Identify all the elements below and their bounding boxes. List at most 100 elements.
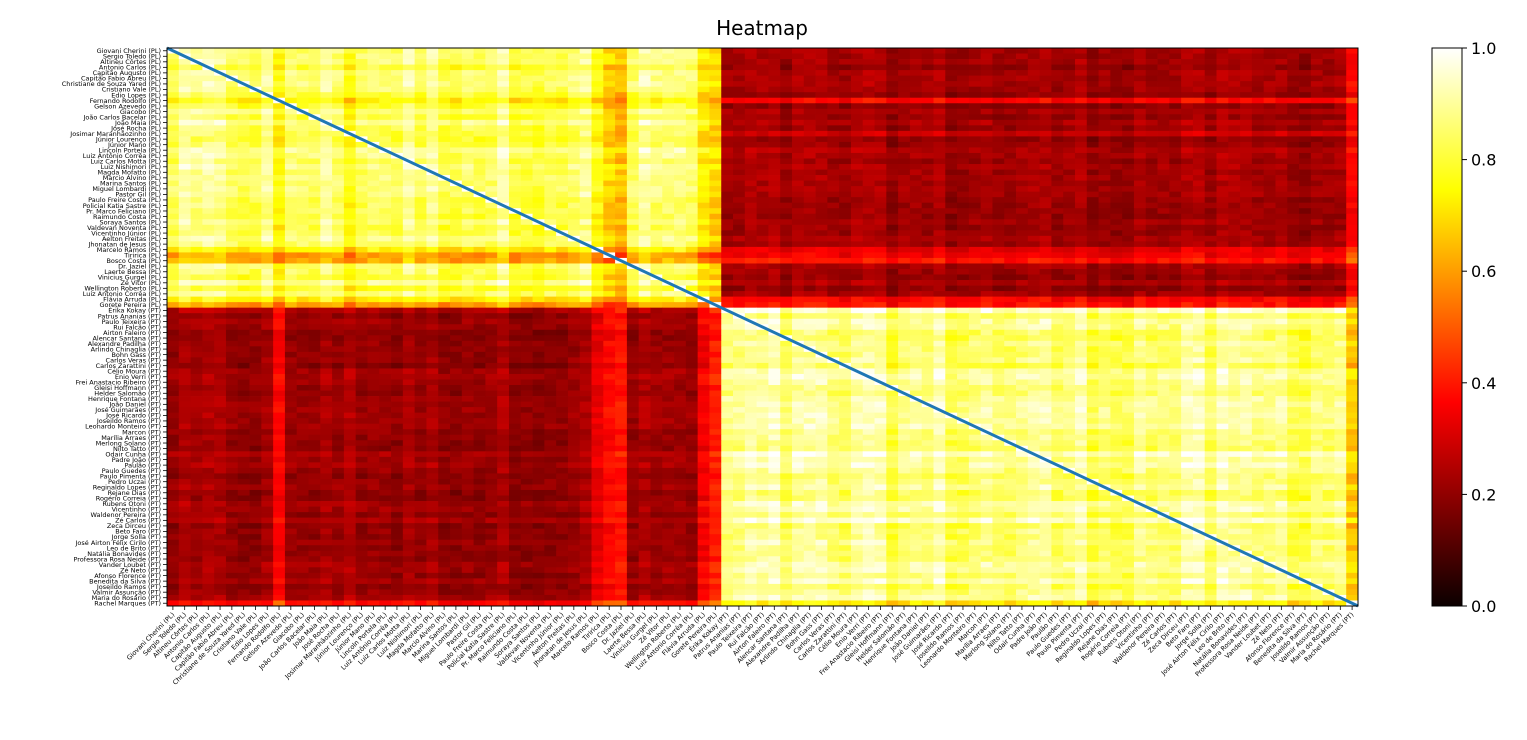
heatmap-cell: [980, 274, 993, 281]
heatmap-cell: [1181, 136, 1194, 143]
heatmap-cell: [685, 224, 699, 231]
heatmap-cell: [980, 186, 993, 193]
heatmap-cell: [1287, 147, 1300, 154]
heatmap-cell: [815, 130, 828, 137]
heatmap-cell: [933, 175, 946, 181]
heatmap-cell: [1299, 291, 1312, 298]
heatmap-cell: [355, 147, 368, 154]
heatmap-cell: [1322, 97, 1335, 104]
heatmap-cell: [850, 130, 864, 137]
heatmap-cell: [1086, 48, 1099, 54]
heatmap-cell: [1098, 246, 1111, 253]
heatmap-cell: [532, 64, 545, 71]
heatmap-cell: [1216, 197, 1229, 204]
heatmap-cell: [992, 202, 1005, 209]
heatmap-cell: [697, 274, 710, 281]
heatmap-cell: [968, 208, 982, 215]
heatmap-cell: [532, 274, 545, 281]
heatmap-cell: [202, 103, 215, 110]
heatmap-cell: [450, 219, 463, 226]
heatmap-cell: [874, 186, 887, 193]
heatmap-cell: [461, 92, 474, 99]
heatmap-cell: [485, 235, 498, 242]
heatmap-cell: [1204, 230, 1217, 237]
heatmap-cell: [1216, 280, 1229, 286]
heatmap-cell: [603, 219, 616, 226]
heatmap-cell: [1074, 92, 1088, 99]
heatmap-cell: [1051, 125, 1064, 132]
heatmap-cell: [1192, 197, 1206, 204]
heatmap-cell: [591, 169, 604, 176]
heatmap-cell: [1098, 219, 1111, 226]
heatmap-cell: [874, 197, 887, 204]
heatmap-cell: [1110, 141, 1123, 148]
heatmap-cell: [638, 252, 651, 259]
heatmap-cell: [933, 230, 946, 237]
heatmap-cell: [615, 285, 628, 292]
heatmap-cell: [190, 202, 203, 209]
heatmap-cell: [426, 152, 439, 159]
heatmap-cell: [343, 59, 357, 65]
heatmap-cell: [214, 268, 227, 275]
heatmap-cell: [332, 296, 345, 303]
heatmap-cell: [1027, 296, 1041, 303]
heatmap-cell: [850, 241, 864, 248]
heatmap-cell: [1181, 119, 1194, 126]
heatmap-cell: [850, 48, 864, 54]
heatmap-cell: [1063, 103, 1076, 110]
heatmap-cell: [674, 169, 687, 176]
heatmap-cell: [626, 48, 640, 54]
heatmap-cell: [508, 180, 522, 187]
heatmap-cell: [273, 313, 286, 320]
heatmap-cell: [438, 246, 451, 253]
heatmap-cell: [615, 268, 628, 275]
heatmap-cell: [202, 147, 215, 154]
heatmap-cell: [662, 197, 675, 204]
heatmap-cell: [933, 252, 946, 259]
heatmap-cell: [1287, 307, 1300, 314]
heatmap-cell: [768, 92, 781, 99]
heatmap-cell: [638, 48, 651, 54]
heatmap-cell: [1216, 119, 1229, 126]
heatmap-cell: [1181, 186, 1194, 193]
heatmap-cell: [1192, 302, 1206, 309]
heatmap-cell: [1086, 302, 1099, 309]
heatmap-cell: [391, 197, 404, 204]
heatmap-cell: [898, 296, 911, 303]
heatmap-cell: [1133, 257, 1147, 264]
heatmap-cell: [178, 230, 191, 237]
heatmap-cell: [1016, 230, 1029, 237]
heatmap-cell: [485, 114, 498, 121]
heatmap-cell: [945, 81, 958, 88]
heatmap-cell: [167, 257, 180, 264]
heatmap-cell: [1275, 224, 1288, 231]
heatmap-cell: [744, 219, 757, 226]
heatmap-cell: [1027, 164, 1041, 170]
heatmap-cell: [626, 246, 640, 253]
heatmap-cell: [202, 291, 215, 298]
heatmap-cell: [957, 125, 970, 132]
heatmap-cell: [992, 224, 1005, 231]
heatmap-cell: [603, 296, 616, 303]
heatmap-cell: [815, 125, 828, 132]
heatmap-cell: [827, 164, 840, 170]
heatmap-cell: [697, 86, 710, 93]
heatmap-cell: [556, 119, 569, 126]
heatmap-cell: [485, 285, 498, 292]
heatmap-cell: [921, 224, 934, 231]
heatmap-cell: [284, 141, 298, 148]
heatmap-cell: [862, 268, 875, 275]
heatmap-cell: [1133, 64, 1147, 71]
heatmap-cell: [1216, 64, 1229, 71]
heatmap-cell: [815, 235, 828, 242]
heatmap-cell: [1275, 307, 1288, 314]
heatmap-cell: [909, 48, 923, 54]
heatmap-cell: [815, 97, 828, 104]
heatmap-cell: [367, 307, 380, 314]
heatmap-cell: [685, 86, 699, 93]
heatmap-cell: [1251, 230, 1265, 237]
heatmap-cell: [556, 180, 569, 187]
heatmap-cell: [225, 285, 239, 292]
heatmap-cell: [214, 291, 227, 298]
heatmap-cell: [391, 147, 404, 154]
